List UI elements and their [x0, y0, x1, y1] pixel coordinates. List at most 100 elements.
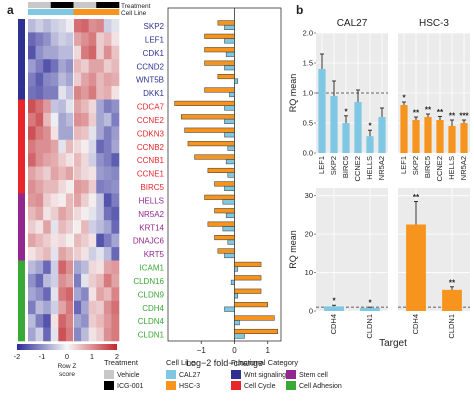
rq-bar: [324, 306, 344, 311]
rq-bar: [342, 123, 350, 153]
heatmap-cell: [88, 72, 97, 87]
gene-label: CLDN4: [138, 317, 165, 326]
fold-change-bar-cal27: [224, 38, 235, 44]
rq-bar: [406, 224, 426, 311]
row-category-cell: [18, 287, 25, 302]
panel-label-a: a: [7, 3, 14, 17]
heatmap-cell: [111, 314, 120, 328]
heatmap-cell: [43, 19, 52, 33]
row-category-cell: [18, 300, 25, 315]
heatmap-cell: [65, 314, 74, 328]
heatmap-cell: [96, 260, 105, 275]
heatmap-cell: [65, 153, 74, 167]
gene-label: SKP2: [144, 22, 165, 31]
treatment-bar-cell: [81, 2, 89, 8]
heatmap-cell: [50, 153, 59, 167]
heatmap-cell: [88, 220, 97, 234]
heatmap-cell: [28, 59, 36, 73]
heatmap-cell: [73, 193, 82, 208]
heatmap-cell: [111, 287, 120, 302]
treatment-bar-cell: [43, 2, 52, 8]
heatmap-cell: [88, 86, 97, 100]
heatmap-cell: [73, 220, 82, 234]
panel-title: HSC-3: [419, 18, 449, 29]
heatmap-cell: [58, 153, 67, 167]
heatmap-cell: [81, 247, 89, 261]
heatmap-cell: [111, 19, 120, 33]
fold-change-bar-hsc3: [234, 261, 262, 267]
heatmap-cell: [28, 99, 36, 114]
row-category-cell: [18, 32, 25, 47]
heatmap-cell: [58, 327, 67, 342]
heatmap-cell: [43, 139, 52, 154]
heatmap-cell: [43, 72, 52, 87]
colorbar-label: score: [59, 371, 75, 378]
heatmap-cell: [35, 86, 44, 100]
heatmap-cell: [65, 166, 74, 181]
fold-change-bar-hsc3: [207, 221, 235, 227]
heatmap-cell: [73, 112, 82, 127]
category-label: HELLS: [447, 156, 456, 180]
x-axis-label: Log−2 fold−change: [186, 358, 263, 368]
heatmap-cell: [81, 260, 89, 275]
heatmap-cell: [88, 260, 97, 275]
category-label: SKP2: [329, 156, 338, 175]
heatmap-cell: [58, 300, 67, 315]
y-axis-label: RQ mean: [288, 74, 298, 113]
gene-label: CDK1: [143, 49, 165, 58]
target-axis-label: Target: [379, 338, 407, 349]
heatmap-cell: [111, 153, 120, 167]
heatmap-cell: [103, 126, 112, 141]
fold-change-bar-cal27: [234, 293, 239, 299]
fold-change-bar-cal27: [224, 132, 235, 138]
row-category-cell: [18, 72, 25, 87]
row-category-cell: [18, 19, 25, 33]
heatmap-cell: [73, 126, 82, 141]
heatmap-cell: [58, 180, 67, 194]
rq-chart-3: [398, 32, 470, 154]
heatmap-cell: [28, 193, 36, 208]
heatmap-cell: [81, 220, 89, 234]
treatment-bar-cell: [50, 2, 59, 8]
heatmap-cell: [111, 273, 120, 288]
significance-mark: *: [368, 122, 372, 131]
heatmap-cell: [43, 153, 52, 167]
heatmap-cell: [43, 260, 52, 275]
heatmap-cell: [81, 233, 89, 248]
heatmap-cell: [88, 180, 97, 194]
heatmap-cell: [73, 99, 82, 114]
heatmap-cell: [35, 180, 44, 194]
cell-line-bar-cell: [73, 9, 82, 15]
heatmap-cell: [103, 206, 112, 221]
heatmap-cell: [65, 126, 74, 141]
fold-change-bar-hsc3: [234, 302, 268, 308]
legend-swatch: [231, 381, 241, 390]
y-tick-label: 2.0: [303, 29, 313, 38]
heatmap-cell: [111, 166, 120, 181]
legend-label: CAL27: [179, 372, 201, 379]
heatmap-cell: [50, 327, 59, 342]
heatmap-cell: [81, 86, 89, 100]
heatmap-cell: [111, 206, 120, 221]
heatmap-cell: [88, 99, 97, 114]
heatmap-cell: [96, 233, 105, 248]
significance-mark: **: [449, 278, 456, 287]
heatmap-cell: [35, 59, 44, 73]
fold-change-bar-cal27: [230, 279, 235, 285]
heatmap-cell: [88, 193, 97, 208]
heatmap-cell: [65, 139, 74, 154]
legend-title-treatment: Treatment: [104, 358, 139, 367]
heatmap-cell: [28, 260, 36, 275]
heatmap-cell: [50, 86, 59, 100]
legend-swatch: [166, 370, 176, 379]
heatmap-cell: [50, 32, 59, 47]
fold-change-bar-hsc3: [234, 288, 262, 294]
legend-label: Cell Adhesion: [299, 383, 342, 390]
fold-change-bar-cal27: [224, 118, 235, 124]
heatmap-cell: [65, 180, 74, 194]
category-label: CLDN1: [365, 314, 374, 339]
heatmap-cell: [50, 72, 59, 87]
heatmap-cell: [65, 193, 74, 208]
heatmap-cell: [43, 45, 52, 60]
